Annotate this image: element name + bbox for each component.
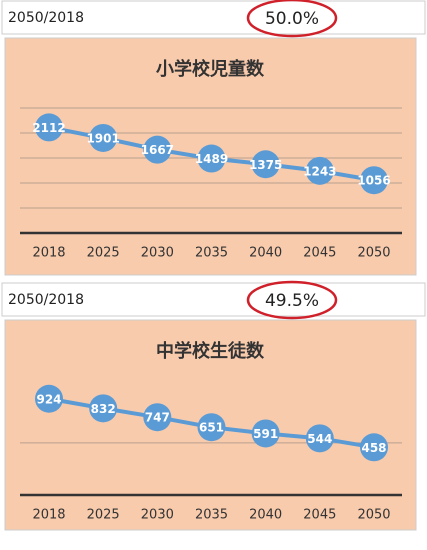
x-tick-label: 2030 <box>141 508 174 523</box>
header-row <box>1 282 426 317</box>
data-point <box>197 144 226 173</box>
data-label: 832 <box>91 402 116 416</box>
x-tick-label: 2050 <box>357 246 390 261</box>
chart-title: 中学校生徒数 <box>156 340 265 362</box>
data-label: 1489 <box>195 152 228 166</box>
data-label: 1901 <box>86 131 119 145</box>
x-tick-label: 2050 <box>357 508 390 523</box>
data-point <box>305 156 334 185</box>
data-label: 591 <box>253 427 278 441</box>
data-label: 2112 <box>32 121 65 135</box>
data-point <box>35 384 63 413</box>
data-point <box>89 123 118 152</box>
data-label: 1056 <box>357 174 390 188</box>
data-label: 544 <box>307 432 332 446</box>
x-tick-label: 2018 <box>32 508 65 523</box>
data-point <box>360 433 388 462</box>
data-label: 1667 <box>141 143 174 157</box>
data-label: 458 <box>361 441 386 455</box>
x-tick-label: 2025 <box>87 508 120 523</box>
highlight-circle <box>246 0 338 38</box>
data-point <box>305 424 334 453</box>
header-row <box>1 0 426 35</box>
chart: 中学校生徒数 2018 2025 2030 2035 2040 2045 2050 924 832… <box>4 319 417 531</box>
x-tick-label: 2030 <box>141 246 174 261</box>
x-tick-label: 2035 <box>195 508 228 523</box>
header-value: 49.5% <box>265 291 319 311</box>
data-point <box>251 150 280 179</box>
data-label: 1375 <box>249 158 282 172</box>
data-point <box>143 403 172 432</box>
data-point <box>197 413 226 442</box>
header-label: 2050/2018 <box>8 10 84 26</box>
x-tick-label: 2045 <box>303 246 336 261</box>
x-tick-label: 2040 <box>249 246 282 261</box>
data-label: 747 <box>145 411 170 425</box>
x-tick-label: 2035 <box>195 246 228 261</box>
data-point <box>251 419 280 448</box>
data-point <box>35 113 63 142</box>
header-label: 2050/2018 <box>8 292 84 308</box>
data-point <box>360 166 388 195</box>
data-label: 1243 <box>303 164 336 178</box>
data-point <box>143 135 172 164</box>
x-tick-label: 2025 <box>87 246 120 261</box>
x-tick-label: 2045 <box>303 508 336 523</box>
chart: 小学校児童数 2018 2025 2030 2035 2040 2045 2050 2112 19… <box>4 37 417 276</box>
highlight-circle <box>246 280 338 320</box>
chart-title: 小学校児童数 <box>156 58 265 80</box>
data-label: 651 <box>199 421 224 435</box>
data-point <box>89 394 118 423</box>
header-value: 50.0% <box>265 9 319 29</box>
x-tick-label: 2040 <box>249 508 282 523</box>
data-label: 924 <box>36 392 61 406</box>
x-tick-label: 2018 <box>32 246 65 261</box>
